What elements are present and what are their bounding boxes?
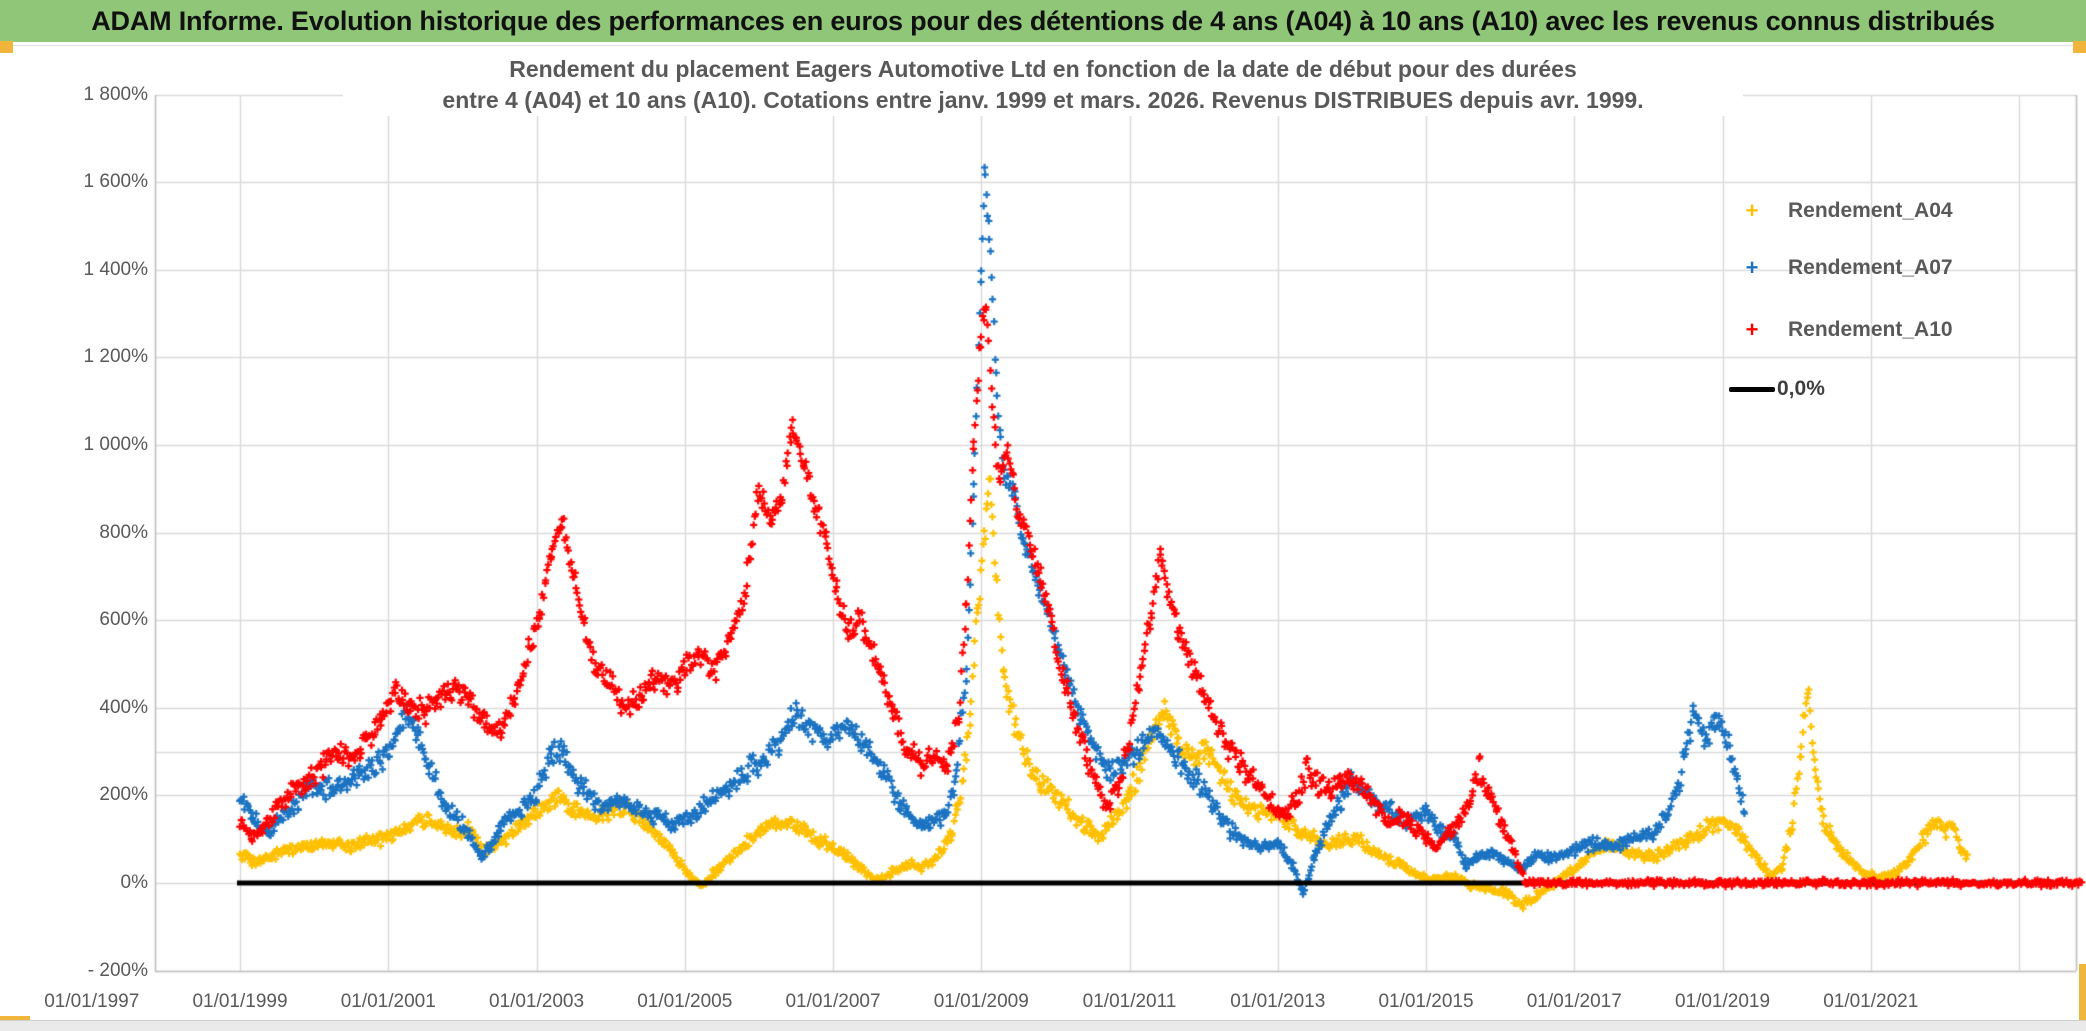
x-axis-tick-label: 01/01/2019 xyxy=(1674,991,1771,1012)
x-axis-tick-label: 01/01/2003 xyxy=(488,991,585,1012)
chart-title: Rendement du placement Eagers Automotive… xyxy=(343,54,1743,116)
bottom-strip xyxy=(0,1020,2086,1031)
corner-accent-top-right xyxy=(2073,41,2086,53)
x-axis-tick-label: 01/01/2015 xyxy=(1378,991,1474,1012)
y-axis-tick-label: - 200% xyxy=(87,959,148,981)
y-axis-tick-label: 1 400% xyxy=(83,258,148,280)
y-axis-tick-label: 1 800% xyxy=(83,83,148,105)
y-axis-tick-label: 600% xyxy=(99,609,148,631)
x-axis-tick-label: 01/01/2011 xyxy=(1082,991,1177,1012)
legend-item-0-0-[interactable]: 0,0% xyxy=(1726,372,2066,406)
x-axis-tick-label: 01/01/2001 xyxy=(340,991,436,1012)
chart-title-line1: Rendement du placement Eagers Automotive… xyxy=(509,56,1577,82)
plus-marker-icon: + xyxy=(1745,255,1759,280)
y-axis-tick-label: 200% xyxy=(99,784,148,806)
y-axis-tick-label: 1 000% xyxy=(83,434,148,455)
legend-label: Rendement_A07 xyxy=(1788,256,1953,279)
legend-item-rendement-a04[interactable]: + Rendement_A04 xyxy=(1726,194,2066,228)
legend-label: Rendement_A04 xyxy=(1788,199,1953,222)
y-axis-tick-label: 1 600% xyxy=(83,171,148,193)
x-axis-tick-label: 01/01/2013 xyxy=(1230,991,1326,1012)
legend-item-rendement-a07[interactable]: + Rendement_A07 xyxy=(1726,251,2066,285)
legend-item-rendement-a10[interactable]: + Rendement_A10 xyxy=(1726,313,2066,347)
y-axis-tick-label: 1 200% xyxy=(83,346,148,368)
legend-label: 0,0% xyxy=(1777,377,1825,400)
edge-accent-right xyxy=(2079,964,2086,1020)
y-axis-tick-label: 400% xyxy=(99,696,148,718)
x-axis-tick-label: 01/01/2017 xyxy=(1526,991,1622,1012)
line-sample-icon xyxy=(1729,386,1775,392)
plus-marker-icon: + xyxy=(1745,317,1759,342)
x-axis-tick-label: 01/01/1997 xyxy=(44,991,140,1012)
x-axis-tick-label: 01/01/2005 xyxy=(637,991,733,1012)
y-axis-tick-label: 800% xyxy=(99,521,148,543)
x-axis-tick-label: 01/01/2007 xyxy=(785,991,881,1012)
corner-accent-top-left xyxy=(0,41,13,53)
x-axis-tick-label: 01/01/2021 xyxy=(1823,991,1919,1012)
plus-marker-icon: + xyxy=(1745,198,1759,223)
y-axis-tick-label: 0% xyxy=(120,872,148,893)
chart-title-line2: entre 4 (A04) et 10 ans (A10). Cotations… xyxy=(442,87,1644,113)
x-axis-tick-label: 01/01/1999 xyxy=(192,991,288,1012)
x-axis-tick-label: 01/01/2009 xyxy=(933,991,1029,1012)
legend-label: Rendement_A10 xyxy=(1788,318,1953,341)
